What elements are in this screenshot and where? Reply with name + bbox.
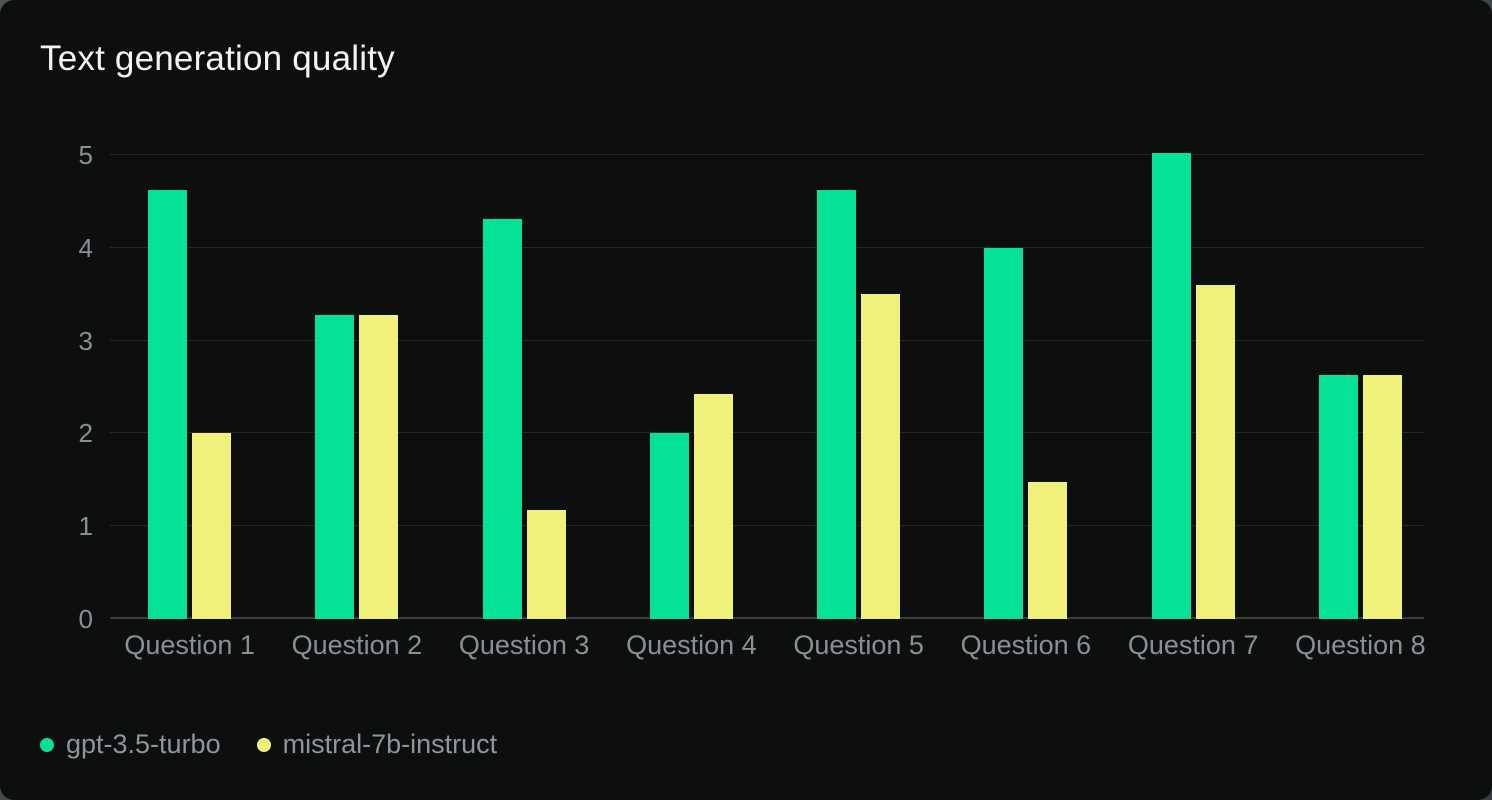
bar-group-question-8 — [1277, 155, 1444, 619]
y-tick-label: 5 — [78, 140, 93, 170]
bar-group-question-2 — [273, 155, 440, 619]
legend-label: mistral-7b-instruct — [282, 729, 498, 759]
gridline — [110, 339, 1424, 341]
gridline — [110, 246, 1424, 248]
legend-dot-icon — [256, 737, 271, 752]
x-axis-label-question-3: Question 3 — [458, 630, 590, 660]
y-tick-label: 4 — [78, 232, 93, 263]
bar-group-question-6 — [942, 155, 1109, 619]
bar-gpt-3.5-turbo-question-8[interactable] — [1318, 374, 1358, 619]
bar-group-question-1 — [106, 155, 273, 619]
x-axis-label-question-2: Question 2 — [291, 630, 423, 660]
bar-mistral-7b-instruct-question-6[interactable] — [1028, 481, 1068, 619]
y-axis: 0 1 2 3 4 5 — [0, 142, 93, 632]
bar-mistral-7b-instruct-question-2[interactable] — [359, 314, 399, 619]
bar-group-question-7 — [1110, 153, 1277, 619]
x-axis-label-question-1: Question 1 — [124, 630, 255, 660]
x-axis-label-question-7: Question 7 — [1127, 630, 1259, 660]
bar-mistral-7b-instruct-question-3[interactable] — [526, 509, 566, 619]
bar-gpt-3.5-turbo-question-4[interactable] — [649, 433, 689, 619]
y-tick-label: 0 — [78, 604, 93, 634]
gridline — [110, 432, 1424, 434]
x-axis-label-question-4: Question 4 — [626, 630, 757, 660]
bar-mistral-7b-instruct-question-4[interactable] — [693, 393, 733, 619]
y-tick-label: 2 — [78, 418, 93, 449]
bar-mistral-7b-instruct-question-7[interactable] — [1195, 284, 1235, 619]
chart-title: Text generation quality — [40, 39, 395, 78]
y-tick-label: 3 — [78, 325, 93, 356]
bar-gpt-3.5-turbo-question-5[interactable] — [817, 190, 857, 619]
bar-gpt-3.5-turbo-question-1[interactable] — [148, 190, 188, 619]
legend: gpt-3.5-turbo mistral-7b-instruct — [40, 731, 497, 758]
bar-mistral-7b-instruct-question-8[interactable] — [1362, 374, 1402, 619]
x-axis-label-question-5: Question 5 — [793, 630, 924, 660]
legend-dot-icon — [40, 737, 54, 752]
gridline — [110, 154, 1424, 155]
bar-gpt-3.5-turbo-question-2[interactable] — [315, 314, 355, 619]
legend-label: gpt-3.5-turbo — [66, 729, 221, 759]
bar-group-question-3 — [441, 155, 608, 619]
zero-axis-line — [110, 617, 1424, 619]
x-axis-label-question-6: Question 6 — [960, 630, 1092, 660]
bar-mistral-7b-instruct-question-5[interactable] — [861, 294, 901, 619]
x-axis-label-question-8: Question 8 — [1295, 630, 1426, 660]
plot-area — [110, 153, 1424, 619]
bar-group-question-5 — [775, 155, 942, 619]
x-axis: Question 1 Question 2 Question 3 Question 4… — [106, 630, 1444, 661]
bar-gpt-3.5-turbo-question-6[interactable] — [984, 247, 1024, 619]
bar-mistral-7b-instruct-question-1[interactable] — [192, 433, 232, 619]
bar-gpt-3.5-turbo-question-7[interactable] — [1151, 153, 1191, 619]
bar-groups — [106, 153, 1444, 619]
bar-group-question-4 — [608, 155, 775, 619]
bar-gpt-3.5-turbo-question-3[interactable] — [482, 219, 522, 619]
y-tick-label: 1 — [78, 511, 93, 542]
gridline — [110, 525, 1424, 527]
legend-item-mistral-7b-instruct[interactable]: mistral-7b-instruct — [256, 729, 498, 759]
legend-item-gpt-3.5-turbo[interactable]: gpt-3.5-turbo — [40, 731, 221, 758]
